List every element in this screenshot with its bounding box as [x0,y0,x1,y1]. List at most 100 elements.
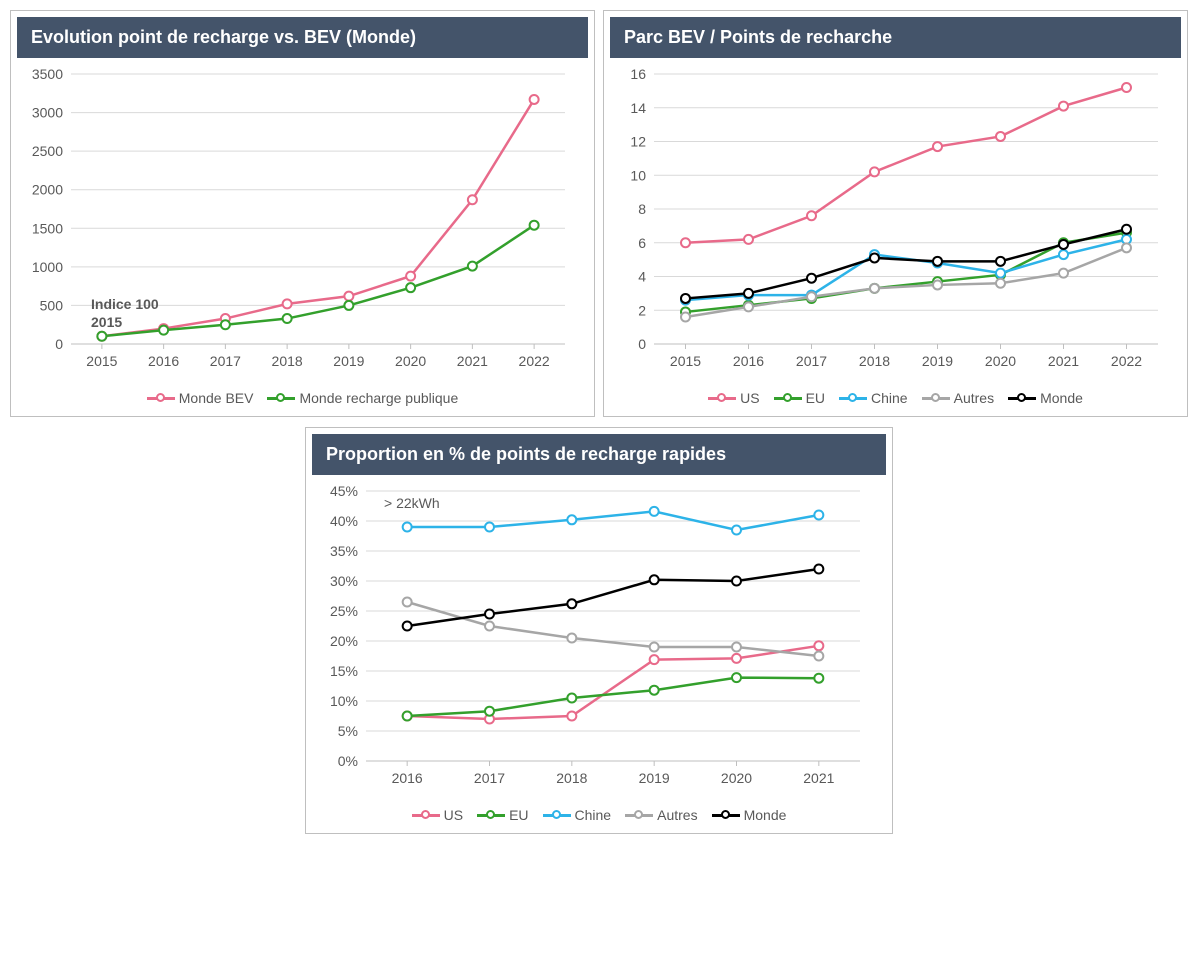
svg-text:500: 500 [40,297,64,313]
svg-text:45%: 45% [330,483,358,499]
chart-panel-proportion: Proportion en % de points de recharge ra… [305,427,893,834]
legend-swatch [625,809,653,821]
chart-body: 0 500 1000 1500 2000 2500 3000 3500 2015 2016 2017… [11,64,594,384]
svg-text:8: 8 [638,201,646,217]
svg-text:1500: 1500 [32,220,63,236]
svg-text:2019: 2019 [639,770,670,786]
svg-text:2020: 2020 [395,353,426,369]
legend-swatch [1008,392,1036,404]
svg-text:2019: 2019 [333,353,364,369]
legend-item: Chine [839,390,908,406]
svg-text:2020: 2020 [985,353,1016,369]
svg-text:2021: 2021 [457,353,488,369]
chart-panel-evolution: Evolution point de recharge vs. BEV (Mon… [10,10,595,417]
chart-panel-parc: Parc BEV / Points de recharche 0 2 4 6 8 10 12… [603,10,1188,417]
svg-text:0: 0 [638,336,646,352]
legend-item: Monde BEV [147,390,254,406]
legend-label: Monde BEV [179,390,254,406]
svg-text:2016: 2016 [733,353,764,369]
legend-item: Monde [1008,390,1083,406]
chart-svg: 0% 5% 10% 15% 20% 25% 30% 35% 40% 45% 2016 2017 2018… [306,481,880,801]
legend-label: US [740,390,759,406]
legend-swatch [477,809,505,821]
chart-legend: US EU Chine Autres Monde [306,801,892,833]
legend-label: Chine [871,390,908,406]
legend-label: EU [509,807,528,823]
legend-item: Monde recharge publique [267,390,458,406]
svg-text:15%: 15% [330,663,358,679]
svg-text:2017: 2017 [210,353,241,369]
legend-label: Autres [954,390,994,406]
annotation-line1: Indice 100 [91,296,159,312]
legend-label: Chine [575,807,612,823]
legend-swatch [712,809,740,821]
legend-item: Chine [543,807,612,823]
chart-title: Proportion en % de points de recharge ra… [312,434,886,475]
svg-text:0%: 0% [338,753,358,769]
svg-text:2: 2 [638,302,646,318]
legend-item: EU [477,807,528,823]
chart-legend: Monde BEV Monde recharge publique [11,384,594,416]
chart-title: Evolution point de recharge vs. BEV (Mon… [17,17,588,58]
svg-text:2019: 2019 [922,353,953,369]
legend-swatch [839,392,867,404]
svg-text:2018: 2018 [272,353,303,369]
svg-text:2017: 2017 [796,353,827,369]
svg-text:2022: 2022 [1111,353,1142,369]
svg-text:25%: 25% [330,603,358,619]
svg-text:2017: 2017 [474,770,505,786]
chart-svg: 0 500 1000 1500 2000 2500 3000 3500 2015 2016 2017… [11,64,585,384]
svg-text:3000: 3000 [32,105,63,121]
chart-body: 0% 5% 10% 15% 20% 25% 30% 35% 40% 45% 2016 2017 2018… [306,481,892,801]
svg-text:2021: 2021 [1048,353,1079,369]
chart-title: Parc BEV / Points de recharche [610,17,1181,58]
legend-swatch [922,392,950,404]
legend-item: EU [774,390,825,406]
legend-item: US [708,390,759,406]
svg-text:2500: 2500 [32,143,63,159]
legend-swatch [708,392,736,404]
svg-text:10: 10 [630,167,646,183]
legend-label: EU [806,390,825,406]
legend-swatch [774,392,802,404]
svg-text:2016: 2016 [392,770,423,786]
svg-text:40%: 40% [330,513,358,529]
svg-text:2016: 2016 [148,353,179,369]
svg-text:2000: 2000 [32,182,63,198]
svg-text:30%: 30% [330,573,358,589]
svg-text:16: 16 [630,66,646,82]
svg-text:35%: 35% [330,543,358,559]
svg-text:2015: 2015 [670,353,701,369]
legend-item: Autres [922,390,994,406]
chart-legend: US EU Chine Autres Monde [604,384,1187,416]
svg-text:2021: 2021 [803,770,834,786]
svg-text:10%: 10% [330,693,358,709]
chart-svg: 0246810121416201520162017201820192020202… [604,64,1178,384]
legend-item: Autres [625,807,697,823]
chart-body: 0246810121416201520162017201820192020202… [604,64,1187,384]
legend-swatch [267,392,295,404]
svg-text:2018: 2018 [556,770,587,786]
svg-text:1000: 1000 [32,259,63,275]
legend-swatch [147,392,175,404]
svg-text:4: 4 [638,269,646,285]
legend-label: Autres [657,807,697,823]
legend-swatch [543,809,571,821]
svg-text:2015: 2015 [86,353,117,369]
svg-text:3500: 3500 [32,66,63,82]
legend-label: Monde [1040,390,1083,406]
svg-text:0: 0 [55,336,63,352]
legend-item: Monde [712,807,787,823]
svg-text:6: 6 [638,235,646,251]
svg-text:12: 12 [630,134,646,150]
annotation-line1: > 22kWh [384,495,440,511]
svg-text:2020: 2020 [721,770,752,786]
svg-text:2018: 2018 [859,353,890,369]
legend-label: US [444,807,463,823]
legend-item: US [412,807,463,823]
legend-swatch [412,809,440,821]
svg-text:5%: 5% [338,723,358,739]
legend-label: Monde [744,807,787,823]
svg-text:20%: 20% [330,633,358,649]
svg-text:2022: 2022 [519,353,550,369]
